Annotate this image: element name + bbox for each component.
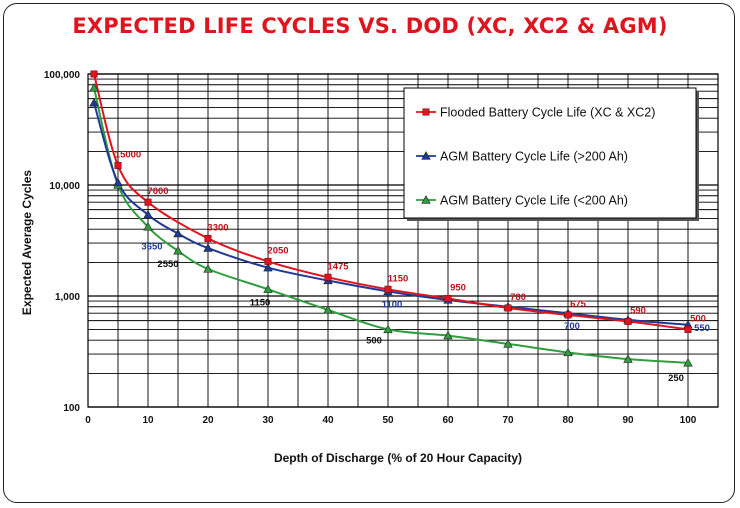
data-point-square — [204, 234, 212, 242]
data-label: 3650 — [141, 242, 162, 253]
y-axis-label: Expected Average Cycles — [20, 170, 34, 316]
series-layer — [89, 70, 693, 367]
data-point-triangle — [623, 354, 633, 363]
data-label: 2050 — [267, 245, 288, 256]
data-label: 250 — [668, 373, 684, 384]
x-tick-label: 60 — [442, 415, 454, 426]
legend-label: AGM Battery Cycle Life (>200 Ah) — [440, 150, 628, 164]
data-label: 2550 — [157, 259, 178, 270]
x-tick-label: 40 — [322, 415, 334, 426]
data-point-triangle — [421, 151, 431, 160]
data-point-triangle — [143, 209, 153, 219]
data-point-square — [114, 161, 122, 169]
data-label: 590 — [630, 305, 646, 316]
x-tick-label: 10 — [142, 415, 154, 426]
data-label: 3300 — [207, 222, 228, 233]
data-point-triangle — [113, 177, 123, 187]
data-point-square — [264, 257, 272, 265]
x-tick-label: 100 — [680, 415, 697, 426]
y-tick-label: 10,000 — [49, 181, 80, 192]
data-point-triangle — [263, 284, 273, 293]
chart-title: EXPECTED LIFE CYCLES VS. DOD (XC, XC2 & … — [72, 14, 668, 38]
axes: 0 10 20 30 40 50 60 70 80 90 100 100 1,000 10,000 100,… — [44, 70, 719, 426]
legend-label: AGM Battery Cycle Life (<200 Ah) — [440, 194, 628, 208]
data-point-square — [384, 285, 392, 293]
data-point-square — [324, 273, 332, 281]
data-label: 1150 — [250, 297, 271, 308]
data-point-triangle — [563, 347, 573, 357]
data-labels: 15000 7000 3300 2050 1475 1150 950 780 675 590 500… — [115, 149, 710, 383]
data-point-triangle — [421, 195, 431, 204]
y-tick-label: 100 — [63, 403, 80, 414]
data-point-square — [422, 108, 430, 116]
data-point-square — [444, 294, 452, 302]
x-tick-label: 20 — [202, 415, 214, 426]
data-label: 700 — [564, 321, 580, 332]
data-point-triangle — [683, 358, 693, 367]
data-point-square — [144, 198, 152, 206]
data-point-square — [684, 325, 692, 333]
data-label: 1475 — [327, 261, 349, 272]
data-label: 1150 — [388, 273, 409, 284]
data-point-triangle — [89, 83, 99, 92]
data-point-triangle — [89, 98, 99, 107]
data-label: 500 — [690, 313, 706, 324]
data-label: 780 — [510, 292, 526, 303]
legend: Flooded Battery Cycle Life (XC & XC2) AGM… — [403, 87, 699, 221]
data-label: 15000 — [115, 149, 141, 160]
data-point-triangle — [173, 246, 183, 255]
data-point-triangle — [143, 222, 153, 231]
x-tick-label: 80 — [562, 415, 574, 426]
data-point-square — [504, 304, 512, 312]
plot-border — [87, 73, 719, 408]
data-point-triangle — [263, 262, 273, 272]
data-point-triangle — [203, 264, 213, 273]
legend-label: Flooded Battery Cycle Life (XC & XC2) — [440, 106, 655, 120]
data-label: 950 — [450, 282, 466, 293]
data-point-square — [624, 317, 632, 325]
x-tick-label: 0 — [85, 415, 91, 426]
data-point-triangle — [443, 330, 453, 340]
y-tick-label: 100,000 — [44, 70, 81, 81]
x-tick-label: 90 — [622, 415, 634, 426]
data-point-triangle — [173, 228, 183, 238]
data-label: 500 — [366, 335, 382, 346]
data-label: 550 — [694, 323, 710, 334]
data-point-triangle — [503, 339, 513, 348]
data-point-triangle — [383, 324, 393, 334]
y-tick-label: 1,000 — [55, 292, 80, 303]
legend-box — [403, 87, 697, 219]
data-point-triangle — [203, 243, 213, 252]
data-label: 1100 — [382, 299, 403, 310]
x-tick-label: 50 — [382, 415, 394, 426]
data-label: 7000 — [147, 186, 168, 197]
data-label: 675 — [570, 299, 587, 310]
data-point-square — [564, 311, 572, 319]
x-tick-label: 30 — [262, 415, 274, 426]
data-point-square — [90, 70, 98, 78]
x-axis-label: Depth of Discharge (% of 20 Hour Capacit… — [274, 451, 522, 465]
data-point-triangle — [323, 305, 333, 314]
x-tick-label: 70 — [502, 415, 514, 426]
